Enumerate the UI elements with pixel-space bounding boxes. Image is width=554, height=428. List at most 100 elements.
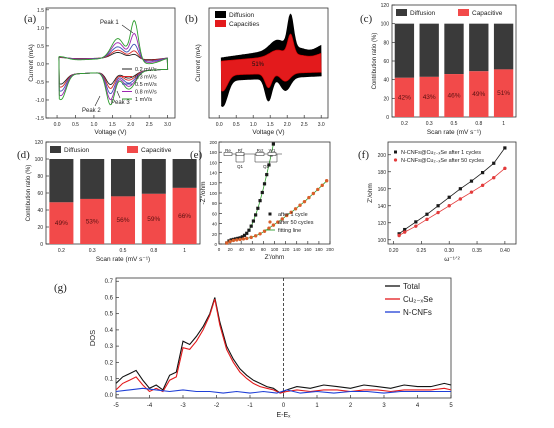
y-tick-label: 1.5 <box>37 8 44 14</box>
plot-frame <box>208 7 329 119</box>
data-point-after-1-cycles <box>447 195 451 199</box>
x-tick-label: 0.25 <box>417 248 427 254</box>
data-point-after-1-cycle <box>245 231 249 235</box>
dos-curve <box>115 387 451 394</box>
bar-value-label: 49% <box>472 91 485 98</box>
data-point-after-1-cycles <box>403 227 407 232</box>
legend-marker <box>394 150 397 154</box>
data-point-after-1-cycle <box>229 238 233 242</box>
data-point-after-50-cycles <box>241 237 246 241</box>
x-tick-label: 0 <box>218 247 221 252</box>
annotation-arrow <box>94 95 101 107</box>
data-point-after-50-cycles <box>289 210 293 215</box>
y-tick-label: 60 <box>37 191 43 197</box>
bar-diffusion <box>419 23 439 77</box>
y-tick-label: 0.2 <box>105 360 114 366</box>
bar-value-label: 43% <box>423 94 436 101</box>
x-tick-label: 0.40 <box>500 248 510 254</box>
bar-diffusion <box>80 159 105 199</box>
legend-swatch <box>396 9 407 16</box>
equivalent-circuit: Re Rf Rct W1 Q1 Q2 <box>223 148 282 169</box>
data-point-after-50-cycles <box>231 238 236 243</box>
y-tick-label: -1.0 <box>35 98 44 104</box>
x-tick-label: 0.30 <box>444 248 454 254</box>
circuit-label: Q2 <box>263 164 270 169</box>
x-tick-label: 0.0 <box>54 122 61 128</box>
y-axis-label: Current (mA) <box>28 44 35 82</box>
data-point-after-50-cycles <box>311 191 316 196</box>
y-tick-label: 140 <box>209 171 217 176</box>
data-point-after-50-cycles <box>302 199 307 204</box>
annotation-arrow <box>116 90 121 99</box>
x-tick-label: 2 <box>349 403 353 409</box>
data-point-after-50-cycles <box>249 235 253 240</box>
data-point-after-50-cycles <box>320 183 324 188</box>
legend-entry: 1 mV/s <box>135 97 152 103</box>
y-axis-label: DOS <box>88 330 97 346</box>
data-point-after-1-cycle <box>240 235 244 239</box>
y-axis-label: Contribution ratio (%) <box>372 33 378 90</box>
legend-entry: 0.8 mV/s <box>135 90 157 96</box>
data-point-after-50-cycles <box>492 176 496 180</box>
x-tick-label: 120 <box>282 247 290 252</box>
legend-entry: N-CNFs@Cu₂₋ₓSe after 50 cycles <box>401 158 484 164</box>
y-tick-label: 0.6 <box>105 295 114 301</box>
data-point-after-50-cycles <box>324 179 329 183</box>
legend-entry: fitting line <box>278 228 301 234</box>
data-point-after-50-cycles <box>316 187 320 192</box>
data-point-after-50-cycles <box>298 203 302 207</box>
data-point-after-50-cycles <box>414 224 418 228</box>
circuit-element <box>255 152 265 156</box>
legend-swatch <box>458 9 469 16</box>
bar-capacitive <box>444 74 464 117</box>
y-tick-label: 0.5 <box>105 312 114 318</box>
bar-capacitive <box>469 71 489 117</box>
legend-swatch <box>127 146 138 153</box>
capacitive-area <box>220 33 322 92</box>
data-point-after-50-cycles <box>480 183 485 188</box>
x-tick-label: 1.5 <box>109 122 116 128</box>
y-tick-label: 160 <box>378 187 387 193</box>
x-tick-label: -5 <box>113 403 119 409</box>
data-point-after-50-cycles <box>280 217 284 221</box>
x-tick-label: 2.0 <box>284 122 291 128</box>
x-tick-label: 0.5 <box>120 248 127 254</box>
y-tick-label: 20 <box>383 96 389 102</box>
legend-entry: Total <box>403 282 420 291</box>
legend-entry: Cu₂₋ₓSe <box>403 295 434 304</box>
data-point-after-50-cycles <box>503 166 507 171</box>
y-tick-label: 40 <box>37 208 43 214</box>
x-tick-label: 0.3 <box>426 121 433 127</box>
bar-diffusion <box>394 23 415 78</box>
data-point-after-1-cycle <box>236 236 240 240</box>
annotation-arrow <box>121 24 134 34</box>
x-axis-label: Scan rate (mV s⁻¹) <box>96 256 150 263</box>
x-tick-label: 1.0 <box>250 122 257 128</box>
bar-value-label: 66% <box>178 213 191 220</box>
data-point-after-50-cycles <box>293 207 298 211</box>
data-point-after-1-cycle <box>262 182 267 186</box>
x-tick-label: 0.8 <box>475 121 482 127</box>
x-tick-label: 1.5 <box>267 122 274 128</box>
data-point-after-1-cycle <box>254 213 258 217</box>
x-axis-label: ω⁻¹ᐟ² <box>444 256 460 263</box>
y-tick-label: 160 <box>209 160 217 165</box>
legend-entry: Diffusion <box>64 147 90 154</box>
data-point-after-1-cycles <box>503 146 507 150</box>
y-tick-label: 100 <box>35 157 44 163</box>
x-tick-label: 1 <box>502 121 505 127</box>
y-axis-label: Current (mA) <box>195 44 202 82</box>
legend-entry: after 1 cycle <box>278 212 308 218</box>
legend-marker <box>268 220 272 224</box>
x-axis-label: Voltage (V) <box>252 129 284 136</box>
x-tick-label: -4 <box>147 403 153 409</box>
y-tick-label: 20 <box>212 232 218 237</box>
data-point-after-1-cycle <box>258 199 262 203</box>
x-tick-label: 0 <box>282 403 286 409</box>
data-point-after-50-cycles <box>235 238 239 242</box>
legend-entry: Capacities <box>229 21 260 28</box>
panel-c: (c) 0 20 40 60 80 100 120 Contribution ratio (%)… <box>360 3 517 136</box>
y-tick-label: 200 <box>378 153 387 159</box>
data-point-after-50-cycles <box>238 237 242 242</box>
data-point-after-1-cycles <box>492 161 496 165</box>
